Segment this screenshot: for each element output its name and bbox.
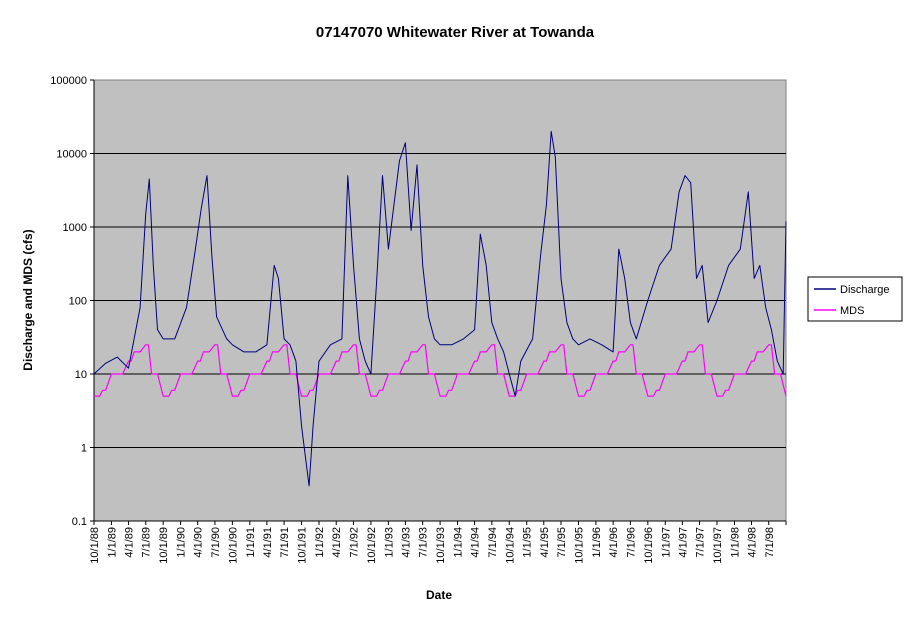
y-tick-label: 10000 (56, 149, 87, 161)
x-tick-label: 4/1/96 (608, 527, 620, 558)
x-tick-label: 7/1/92 (348, 527, 360, 558)
y-axis-title: Discharge and MDS (cfs) (21, 229, 35, 370)
x-tick-label: 7/1/90 (210, 527, 222, 558)
x-tick-label: 10/1/96 (643, 527, 655, 564)
legend: Discharge MDS (807, 276, 903, 322)
x-tick-label: 10/1/97 (712, 527, 724, 564)
x-tick-label: 1/1/97 (660, 527, 672, 558)
x-tick-label: 1/1/94 (453, 527, 465, 558)
x-tick-label: 7/1/95 (556, 527, 568, 558)
x-tick-label: 7/1/96 (625, 527, 637, 558)
x-tick-label: 4/1/95 (539, 527, 551, 558)
x-tick-label: 7/1/91 (279, 527, 291, 558)
y-tick-label: 1 (81, 443, 87, 455)
series-layer (93, 130, 787, 487)
y-tick-label: 10 (75, 369, 87, 381)
x-tick-label: 1/1/95 (522, 527, 534, 558)
series-line-mds (94, 344, 787, 397)
x-tick-label: 10/1/92 (366, 527, 378, 564)
x-tick-label: 4/1/97 (677, 527, 689, 558)
x-axis-title: Date (426, 588, 452, 602)
x-tick-label: 1/1/96 (591, 527, 603, 558)
x-tick-label: 1/1/93 (383, 527, 395, 558)
legend-label-discharge: Discharge (840, 284, 890, 296)
y-tick-label: 100000 (50, 75, 87, 87)
x-tick-label: 10/1/90 (227, 527, 239, 564)
legend-label-mds: MDS (840, 305, 864, 317)
x-tick-label: 7/1/89 (141, 527, 153, 558)
x-tick-label: 7/1/93 (418, 527, 430, 558)
y-tick-label: 1000 (63, 222, 87, 234)
chart-title: 07147070 Whitewater River at Towanda (316, 24, 595, 41)
legend-box (807, 276, 903, 322)
y-tick-label: 100 (69, 296, 87, 308)
x-tick-label: 4/1/91 (262, 527, 274, 558)
x-tick-label: 10/1/91 (297, 527, 309, 564)
x-tick-label: 4/1/90 (193, 527, 205, 558)
x-tick-label: 10/1/95 (573, 527, 585, 564)
x-tick-label: 1/1/91 (245, 527, 257, 558)
x-tick-label: 7/1/97 (695, 527, 707, 558)
x-tick-label: 1/1/92 (314, 527, 326, 558)
x-tick-label: 1/1/90 (176, 527, 188, 558)
x-tick-label: 1/1/89 (106, 527, 118, 558)
x-tick-label: 10/1/93 (435, 527, 447, 564)
x-axis: 10/1/88 1/1/89 4/1/89 7/1/89 10/1/89 1/1/90 4/… (89, 520, 787, 564)
x-tick-label: 4/1/98 (747, 527, 759, 558)
x-tick-label: 10/1/94 (504, 527, 516, 564)
x-tick-label: 7/1/94 (487, 527, 499, 558)
y-axis: 0.1 1 10 100 1000 10000 100000 (50, 75, 95, 528)
x-tick-label: 4/1/94 (470, 527, 482, 558)
y-tick-label: 0.1 (72, 516, 87, 528)
x-tick-label: 10/1/89 (158, 527, 170, 564)
series-line-discharge (93, 130, 787, 487)
x-tick-label: 7/1/98 (764, 527, 776, 558)
x-tick-label: 4/1/92 (331, 527, 343, 558)
x-tick-label: 1/1/98 (729, 527, 741, 558)
x-tick-label: 4/1/89 (123, 527, 135, 558)
x-tick-label: 10/1/88 (89, 527, 101, 564)
x-tick-label: 4/1/93 (400, 527, 412, 558)
